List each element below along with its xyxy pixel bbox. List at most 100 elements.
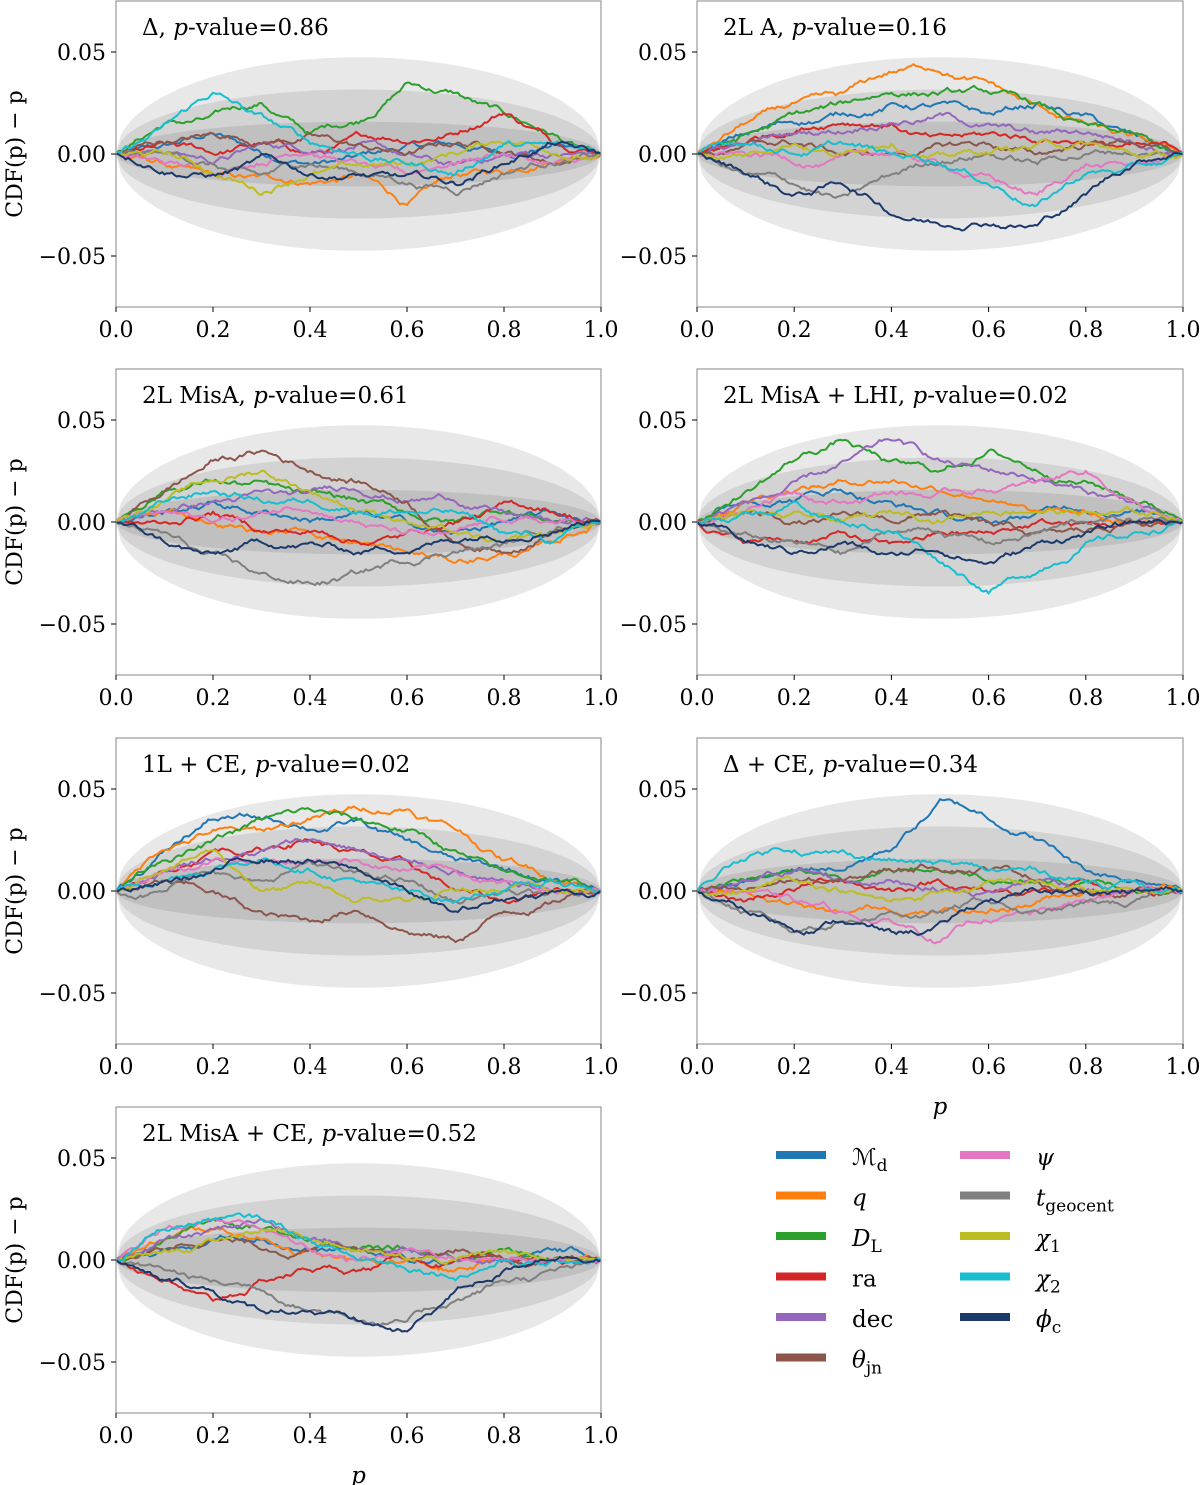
- series-line-phi_c: [116, 1255, 601, 1333]
- y-tick-label: 0.00: [57, 880, 106, 905]
- x-tick-label: 1.0: [1166, 1055, 1200, 1080]
- series-line-DL: [116, 81, 601, 155]
- p-symbol: p: [823, 752, 838, 778]
- series-line-phi_c: [116, 519, 601, 556]
- legend-label: tgeocent: [1036, 1186, 1114, 1217]
- x-tick-label: 1.0: [584, 686, 619, 711]
- p-symbol: p: [912, 383, 927, 409]
- series-lines: [116, 81, 601, 207]
- panel-name: 2L MisA + LHI,: [723, 383, 912, 409]
- x-tick-label: 0.0: [680, 686, 715, 711]
- x-tick-label: 1.0: [584, 318, 619, 343]
- y-tick-label: 0.05: [57, 41, 106, 66]
- series-line-ra: [116, 112, 601, 157]
- series-line-psi: [697, 884, 1183, 945]
- panel-title: 1L + CE, p-value=0.02: [142, 752, 410, 778]
- series-line-phi_c: [697, 151, 1183, 232]
- legend-label: χ2: [1034, 1267, 1061, 1298]
- p-symbol: p: [791, 15, 806, 41]
- legend-label-sub: c: [1052, 1318, 1062, 1338]
- legend-label-main: t: [1036, 1186, 1046, 1212]
- legend-label-main: θ: [852, 1348, 866, 1374]
- y-tick-label: 0.00: [57, 1249, 106, 1274]
- x-axis-label: p: [933, 1094, 948, 1120]
- p-symbol: p: [173, 15, 188, 41]
- y-axis-label: CDF(p) − p: [3, 1196, 28, 1324]
- x-axis-label: p: [351, 1463, 366, 1485]
- x-tick-label: 0.6: [971, 686, 1006, 711]
- x-tick-label: 0.0: [99, 1055, 134, 1080]
- value-sep: -value=: [188, 15, 278, 41]
- series-line-DL: [697, 438, 1183, 523]
- legend-label: ψ: [1036, 1145, 1055, 1171]
- y-tick-label: 0.05: [57, 1147, 106, 1172]
- y-tick-label: −0.05: [39, 982, 106, 1007]
- legend-label: ra: [852, 1267, 877, 1293]
- x-tick-label: 0.2: [196, 686, 231, 711]
- x-tick-label: 0.2: [196, 1055, 231, 1080]
- x-tick-label: 0.8: [1068, 318, 1103, 343]
- series-line-phi_c: [116, 140, 601, 187]
- x-tick-label: 0.8: [487, 686, 522, 711]
- panel-1: 0.0 0.2 0.4 0.6 0.8 1.0 0.05 0.00 −0.05 Δ, p-valu…: [3, 0, 619, 343]
- panel-3: 0.0 0.2 0.4 0.6 0.8 1.0 0.05 0.00 −0.05 2L MisA, …: [3, 368, 619, 711]
- legend-item-psi: ψ: [960, 1145, 1055, 1171]
- legend-item-chi2: χ2: [960, 1267, 1061, 1298]
- series-lines: [697, 797, 1183, 945]
- legend-item-q: q: [776, 1186, 867, 1212]
- legend-label: dec: [852, 1307, 893, 1333]
- series-line-chi2: [697, 139, 1183, 208]
- series-line-phi_c: [697, 885, 1183, 937]
- x-tick-label: 1.0: [1166, 318, 1200, 343]
- legend-label: ϕc: [1036, 1307, 1061, 1338]
- value-sep: -value=: [927, 383, 1017, 409]
- legend-label-main: χ: [1034, 1226, 1052, 1252]
- x-tick-label: 0.4: [874, 686, 909, 711]
- x-tick-label: 0.6: [971, 1055, 1006, 1080]
- value-sep: -value=: [837, 752, 927, 778]
- legend-label-sub: jn: [864, 1359, 882, 1379]
- x-tick-label: 0.0: [680, 1055, 715, 1080]
- confidence-band-1sigma: [116, 858, 601, 924]
- panel-name: 1L + CE,: [142, 752, 255, 778]
- y-tick-label: −0.05: [620, 245, 687, 270]
- series-line-DL: [116, 807, 601, 894]
- x-tick-label: 1.0: [584, 1055, 619, 1080]
- legend-label-main: ℳ: [852, 1145, 877, 1171]
- series-line-theta_jn: [116, 879, 601, 944]
- panel-pvalue: 0.34: [927, 752, 978, 778]
- series-line-chi1: [697, 138, 1183, 161]
- series-line-phi_c: [116, 857, 601, 914]
- series-line-t_geocent: [697, 887, 1183, 934]
- series-line-phi_c: [697, 518, 1183, 565]
- p-symbol: p: [321, 1121, 336, 1147]
- series-line-chi1: [116, 1226, 601, 1265]
- series-line-ra: [697, 122, 1183, 155]
- legend-item-t_geocent: tgeocent: [960, 1186, 1114, 1217]
- legend-item-theta_jn: θjn: [776, 1348, 882, 1379]
- x-tick-label: 0.4: [293, 686, 328, 711]
- x-tick-label: 1.0: [1166, 686, 1200, 711]
- legend-label-main: D: [851, 1226, 870, 1252]
- x-tick-label: 0.0: [99, 318, 134, 343]
- x-tick-label: 0.2: [196, 1424, 231, 1449]
- legend-item-DL: DL: [776, 1226, 882, 1257]
- legend-label-sub: 1: [1050, 1237, 1061, 1257]
- x-tick-label: 0.4: [874, 318, 909, 343]
- panel-7: 0.0 0.2 0.4 0.6 0.8 1.0 0.05 0.00 −0.05 2L MisA +…: [3, 1106, 619, 1485]
- panel-pvalue: 0.61: [357, 383, 408, 409]
- series-line-chi2: [116, 489, 601, 545]
- x-tick-label: 0.2: [777, 318, 812, 343]
- panel-title: 2L MisA, p-value=0.61: [142, 383, 409, 409]
- panel-pvalue: 0.86: [278, 15, 329, 41]
- series-line-chi2: [116, 1212, 601, 1282]
- x-tick-label: 0.4: [293, 1424, 328, 1449]
- panel-name: Δ,: [142, 15, 173, 41]
- y-tick-label: −0.05: [39, 245, 106, 270]
- x-tick-label: 0.6: [390, 1055, 425, 1080]
- series-lines: [116, 449, 601, 587]
- y-tick-label: 0.05: [638, 41, 687, 66]
- x-tick-label: 0.4: [293, 318, 328, 343]
- x-tick-label: 0.8: [487, 318, 522, 343]
